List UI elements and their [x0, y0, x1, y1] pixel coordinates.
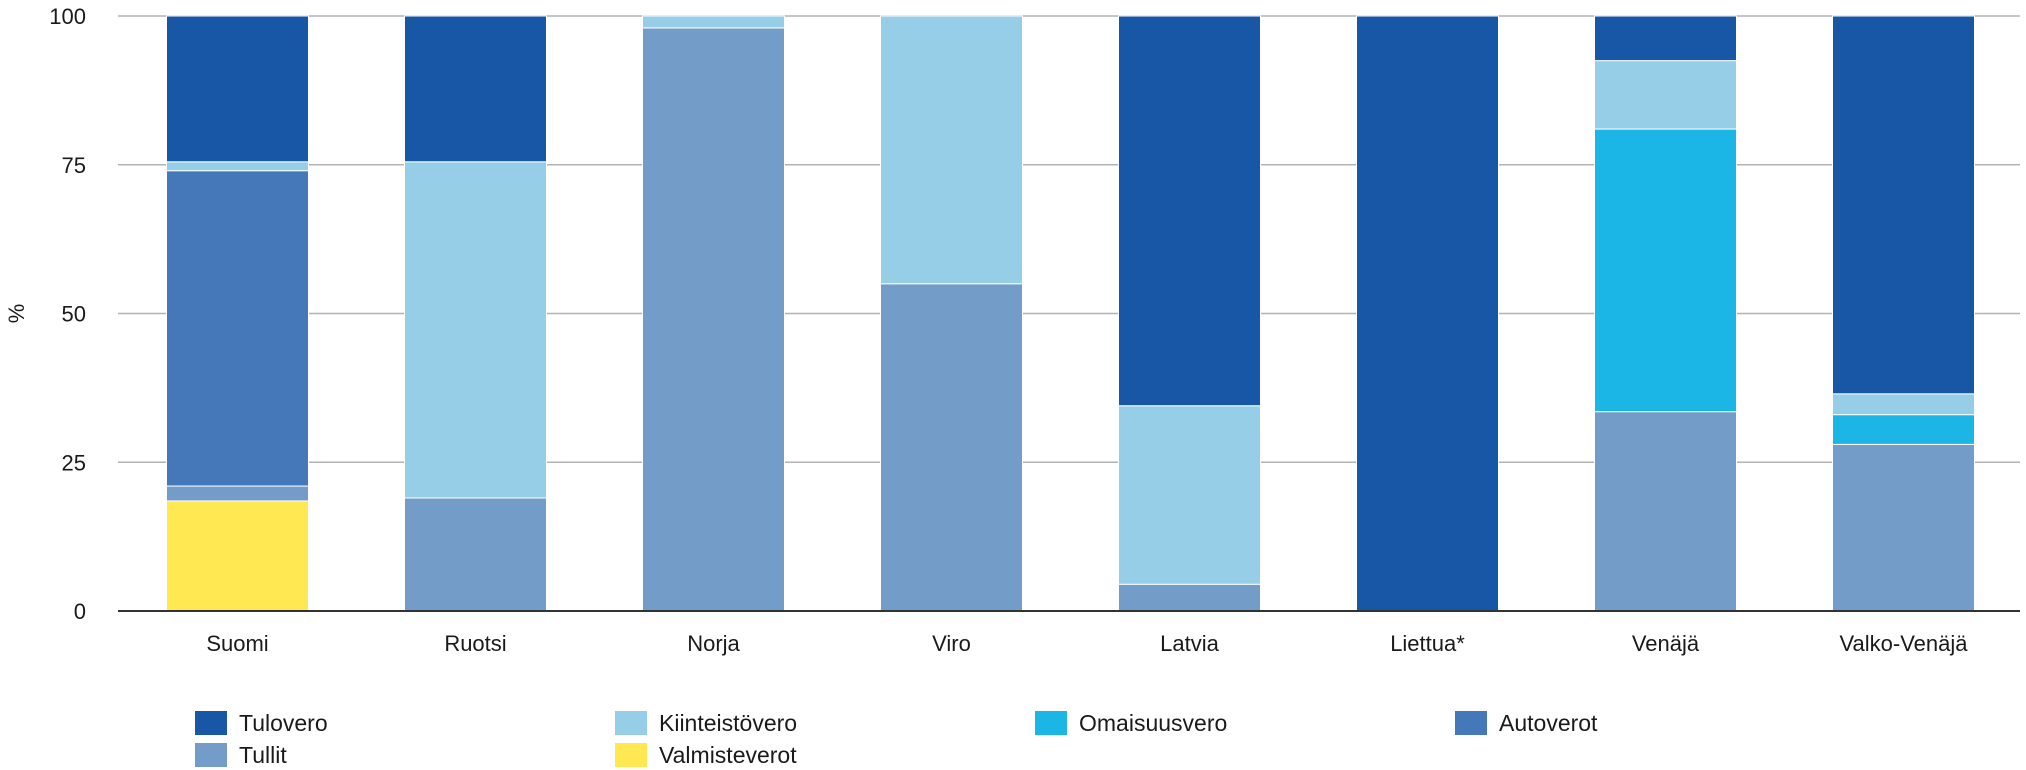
y-axis-label: %	[4, 304, 29, 324]
x-category-label: Latvia	[1160, 631, 1219, 656]
legend-item: Valmisteverot	[615, 740, 797, 770]
legend-label: Valmisteverot	[659, 741, 797, 768]
bar-segment-tulovero-1	[404, 15, 547, 163]
stacked-bar-chart: 0 25 50 75 100 % Suomi Ruotsi Norja Viro Latvia L…	[4, 4, 2020, 656]
bar-segment-kiinteistövero-2	[642, 15, 785, 29]
bars	[166, 15, 1975, 612]
bar-segment-tullit-7	[1832, 443, 1975, 612]
legend-label: Tulovero	[239, 709, 328, 736]
bar-segment-tulovero-4	[1118, 15, 1261, 407]
x-category-label: Norja	[687, 631, 740, 656]
x-category-label: Venäjä	[1632, 631, 1700, 656]
bar-segment-tulovero-7	[1832, 15, 1975, 395]
legend-label: Tullit	[239, 741, 287, 768]
legend-swatch	[195, 743, 227, 767]
bar-segment-kiinteistövero-6	[1594, 60, 1737, 130]
bar-segment-tulovero-6	[1594, 15, 1737, 62]
y-tick-label: 25	[62, 450, 86, 475]
y-tick-label: 75	[62, 153, 86, 178]
x-category-label: Viro	[932, 631, 971, 656]
legend-item: Kiinteistövero	[615, 708, 797, 738]
legend-label: Kiinteistövero	[659, 709, 798, 736]
y-tick-label: 0	[74, 599, 86, 624]
bar-segment-kiinteistövero-0	[166, 161, 309, 172]
legend-swatch	[1455, 711, 1487, 735]
bar-segment-tullit-0	[166, 485, 309, 502]
bar-segment-tullit-4	[1118, 583, 1261, 612]
legend-label: Omaisuusvero	[1079, 709, 1228, 736]
x-category-label: Valko-Venäjä	[1839, 631, 1968, 656]
legend-label: Autoverot	[1499, 709, 1598, 736]
bar-segment-tulovero-5	[1356, 15, 1499, 612]
x-category-label: Ruotsi	[444, 631, 506, 656]
bar-segment-kiinteistövero-3	[880, 15, 1023, 285]
legend: Tulovero Kiinteistövero Omaisuusvero Autove…	[195, 708, 1995, 768]
bar-segment-tullit-1	[404, 497, 547, 612]
x-category-label: Suomi	[206, 631, 268, 656]
bar-segment-tullit-3	[880, 283, 1023, 612]
bar-segment-tullit-6	[1594, 411, 1737, 612]
bar-segment-valmisteverot-0	[166, 500, 309, 612]
legend-item: Tullit	[195, 740, 287, 770]
bar-segment-kiinteistövero-7	[1832, 393, 1975, 416]
legend-swatch	[195, 711, 227, 735]
legend-swatch	[1035, 711, 1067, 735]
legend-swatch	[615, 711, 647, 735]
legend-item: Omaisuusvero	[1035, 708, 1227, 738]
bar-segment-kiinteistövero-1	[404, 161, 547, 499]
y-tick-label: 50	[62, 302, 86, 327]
bar-segment-omaisuusvero-6	[1594, 128, 1737, 413]
bar-segment-tulovero-0	[166, 15, 309, 163]
bar-segment-tullit-2	[642, 27, 785, 612]
x-category-label: Liettua*	[1390, 631, 1465, 656]
legend-item: Autoverot	[1455, 708, 1597, 738]
bar-segment-omaisuusvero-7	[1832, 414, 1975, 445]
legend-swatch	[615, 743, 647, 767]
legend-item: Tulovero	[195, 708, 328, 738]
y-tick-label: 100	[49, 4, 86, 29]
bar-segment-kiinteistövero-4	[1118, 405, 1261, 585]
x-axis-categories: Suomi Ruotsi Norja Viro Latvia Liettua* Venäjä…	[206, 631, 1968, 656]
y-axis-ticks: 0 25 50 75 100	[49, 4, 86, 624]
bar-segment-autoverot-0	[166, 170, 309, 487]
